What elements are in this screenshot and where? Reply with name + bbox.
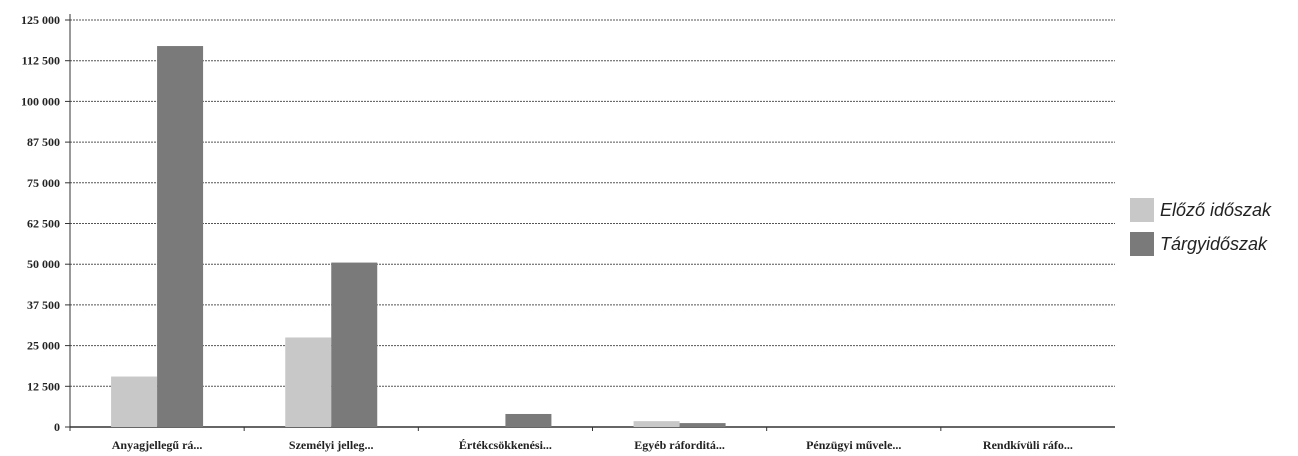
gridlines xyxy=(70,19,1115,387)
x-tick-label: Értékcsökkenési... xyxy=(459,438,552,452)
bar-3-series-1 xyxy=(679,423,726,427)
bar-0-series-0 xyxy=(111,376,158,427)
y-tick-label: 112 500 xyxy=(22,54,60,68)
y-tick-label: 87 500 xyxy=(27,135,60,149)
legend-item-series-1: Tárgyidőszak xyxy=(1130,227,1271,261)
bar-0-series-1 xyxy=(157,46,204,427)
legend-swatch-series-1 xyxy=(1130,232,1154,256)
bar-1-series-0 xyxy=(285,337,332,427)
bars xyxy=(111,46,726,427)
legend-label-series-1: Tárgyidőszak xyxy=(1160,233,1268,254)
y-tick-label: 50 000 xyxy=(27,257,60,271)
x-tick-label: Anyagjellegű rá... xyxy=(112,438,203,452)
y-tick-labels: 0 12 500 25 000 37 500 50 000 62 500 75 000 87 … xyxy=(21,13,60,434)
bar-1-series-1 xyxy=(331,262,378,427)
legend-label-series-0: Előző időszak xyxy=(1160,199,1272,220)
legend-swatch-series-0 xyxy=(1130,198,1154,222)
y-tick-label: 0 xyxy=(54,420,60,434)
x-tick-labels: Anyagjellegű rá... Személyi jelleg... Érté… xyxy=(112,438,1073,452)
x-tick-label: Pénzügyi művele... xyxy=(806,438,901,452)
y-tick-label: 62 500 xyxy=(27,217,60,231)
axes xyxy=(65,14,1115,431)
x-tick-label: Rendkívüli ráfo... xyxy=(983,438,1073,452)
x-tick-label: Egyéb ráforditá... xyxy=(634,438,725,452)
legend-item-series-0: Előző időszak xyxy=(1130,193,1271,227)
y-tick-label: 37 500 xyxy=(27,298,60,312)
bar-3-series-0 xyxy=(633,421,680,427)
y-tick-label: 12 500 xyxy=(27,379,60,393)
x-tick-label: Személyi jelleg... xyxy=(289,438,374,452)
y-tick-label: 75 000 xyxy=(27,176,60,190)
y-tick-label: 100 000 xyxy=(21,94,60,108)
y-tick-label: 25 000 xyxy=(27,339,60,353)
legend: Előző időszak Tárgyidőszak xyxy=(1130,193,1271,261)
bar-2-series-1 xyxy=(505,413,552,427)
y-tick-label: 125 000 xyxy=(21,13,60,27)
